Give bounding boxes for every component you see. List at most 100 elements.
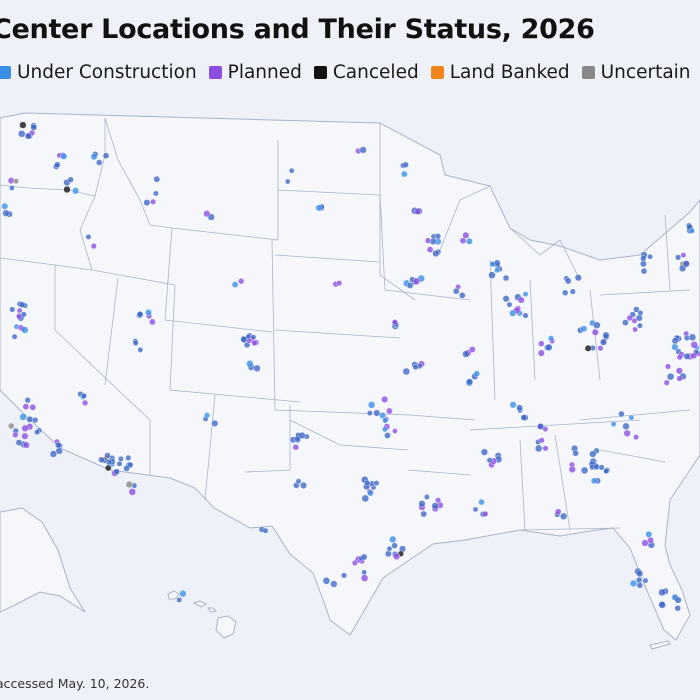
data-center-marker (351, 559, 358, 566)
data-center-marker (379, 412, 386, 419)
border-ar-la (407, 469, 471, 476)
data-center-marker (250, 334, 257, 341)
data-center-marker (22, 403, 30, 410)
data-center-marker (392, 428, 398, 434)
border-ok-tx (289, 419, 409, 451)
data-center-marker (423, 494, 430, 500)
border-mn-east (379, 123, 416, 301)
data-center-marker (631, 317, 638, 324)
data-center-marker (21, 424, 29, 432)
data-center-marker (116, 460, 123, 467)
data-center-marker (466, 378, 474, 386)
data-center-marker (520, 414, 527, 421)
data-center-marker (63, 185, 71, 194)
border-al-ga (554, 434, 571, 531)
data-center-marker (113, 468, 120, 475)
data-center-marker (629, 579, 638, 588)
data-center-marker (462, 350, 470, 358)
data-center-marker (494, 267, 500, 274)
border-nm-tx (244, 405, 291, 473)
data-center-marker (502, 295, 510, 303)
legend-label-under-construction: Under Construction (17, 62, 197, 83)
keys (649, 640, 671, 650)
hawaii-island-4 (215, 615, 237, 639)
data-center-marker (593, 463, 600, 471)
data-center-marker (640, 255, 647, 262)
data-center-marker (478, 498, 485, 506)
data-center-marker (593, 321, 601, 329)
legend-item-uncertain: Uncertain (581, 62, 691, 83)
data-center-marker (452, 287, 460, 295)
data-center-marker (623, 429, 631, 437)
legend-label-planned: Planned (227, 62, 302, 83)
land-masses (0, 112, 700, 650)
border-ks-ok (274, 409, 411, 416)
data-center-marker (367, 489, 374, 497)
data-center-marker (9, 306, 16, 313)
data-center-marker (336, 280, 343, 286)
data-center-marker (2, 209, 10, 217)
data-center-marker (538, 437, 545, 444)
contiguous-us-outline (0, 112, 700, 641)
data-center-marker (424, 237, 432, 244)
legend-swatch-land-banked (430, 66, 444, 79)
data-center-marker (465, 237, 473, 245)
data-center-marker (118, 455, 124, 462)
border-id-mt (104, 117, 151, 226)
data-center-marker (231, 281, 239, 288)
data-center-marker (590, 477, 598, 485)
data-center-marker (469, 346, 476, 353)
data-center-marker (85, 233, 92, 240)
data-center-marker (55, 441, 62, 449)
data-center-marker (600, 338, 607, 346)
data-center-marker (665, 363, 672, 370)
data-center-marker (137, 346, 144, 353)
data-center-marker (90, 153, 98, 161)
data-center-marker (682, 260, 690, 268)
data-center-marker (1, 202, 9, 210)
data-center-marker (7, 422, 15, 430)
data-center-marker (361, 494, 369, 503)
data-center-marker (381, 426, 388, 433)
data-center-marker (262, 527, 269, 534)
data-center-marker (72, 187, 80, 195)
data-center-marker (689, 227, 695, 234)
us-map (0, 112, 700, 650)
data-center-marker (211, 419, 219, 427)
footnote: accessed May. 10, 2026. (0, 676, 150, 691)
data-center-marker (676, 354, 683, 361)
border-ms-al (519, 439, 526, 531)
data-center-marker (537, 422, 545, 430)
data-center-marker (426, 246, 434, 253)
data-center-marker (150, 198, 157, 205)
data-center-marker (640, 267, 648, 275)
data-center-marker (559, 512, 568, 520)
data-center-marker (359, 146, 367, 154)
alaska-outline (0, 507, 86, 613)
data-center-marker (81, 399, 89, 407)
legend-label-uncertain: Uncertain (600, 62, 691, 83)
data-center-marker (381, 395, 389, 403)
data-center-marker (555, 508, 562, 515)
border-ca-nv (54, 265, 119, 391)
border-pa-ny (599, 289, 691, 296)
data-center-marker (591, 328, 599, 336)
data-center-marker (688, 333, 697, 341)
data-center-marker (488, 271, 496, 279)
data-center-marker (18, 130, 26, 138)
data-center-marker (548, 335, 555, 342)
data-center-marker (298, 432, 306, 440)
data-center-marker (13, 178, 20, 185)
border-nv-ut (104, 277, 119, 386)
data-center-marker (152, 190, 159, 197)
data-center-marker (690, 352, 698, 360)
data-center-marker (658, 601, 666, 609)
data-center-marker (610, 421, 617, 427)
data-center-marker (618, 410, 625, 418)
data-center-marker (690, 341, 698, 349)
data-center-marker (382, 417, 389, 424)
data-center-marker (597, 345, 604, 352)
data-center-marker (24, 397, 31, 404)
data-center-marker (603, 468, 609, 474)
data-center-marker (95, 159, 103, 166)
